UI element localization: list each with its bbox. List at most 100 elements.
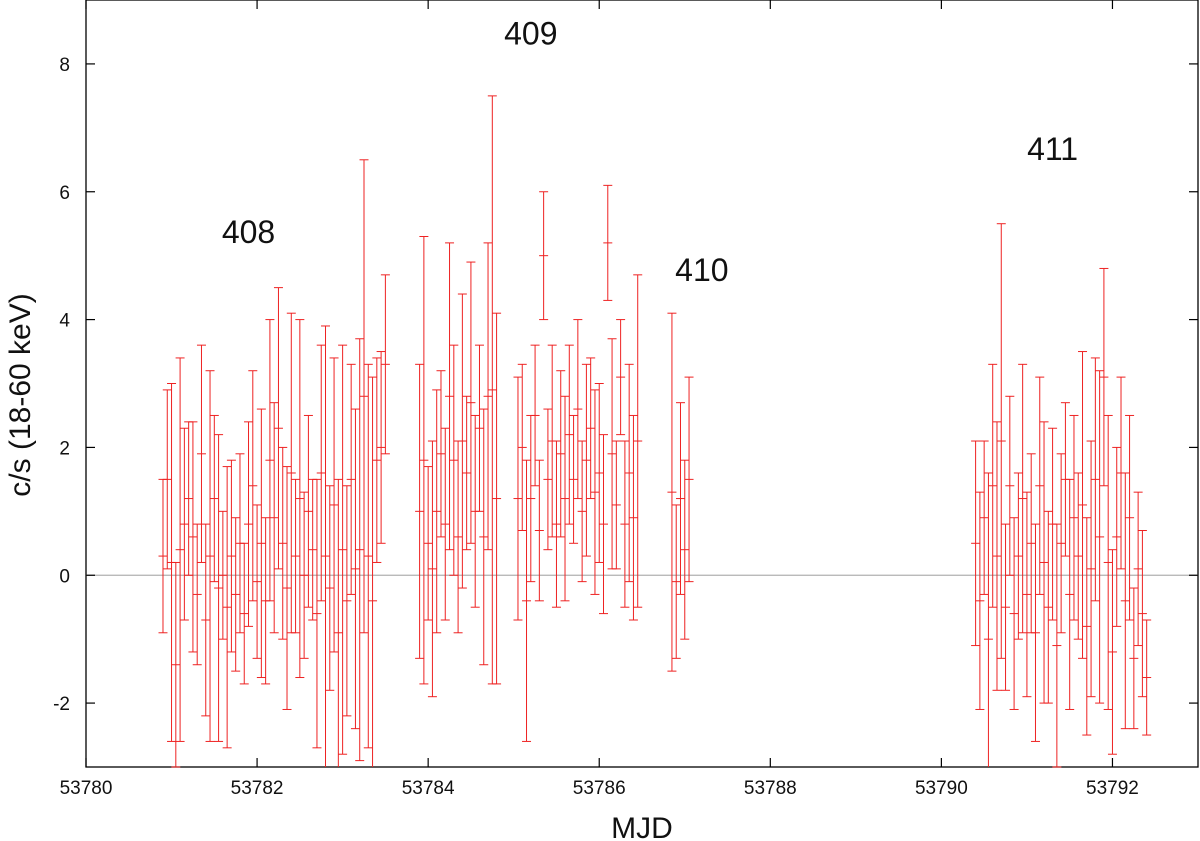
y-tick-label: 4 bbox=[59, 311, 70, 332]
data-point bbox=[295, 319, 305, 679]
data-point bbox=[231, 517, 241, 672]
annotations: 408 409 410 411 bbox=[222, 16, 1078, 288]
data-point bbox=[205, 370, 215, 742]
data-point bbox=[1133, 491, 1143, 647]
data-point bbox=[316, 344, 326, 602]
data-point bbox=[517, 363, 527, 532]
y-tick-label: 8 bbox=[59, 55, 70, 76]
data-point bbox=[453, 440, 463, 634]
data-point bbox=[581, 363, 591, 557]
data-point bbox=[445, 242, 455, 551]
data-point bbox=[286, 312, 296, 634]
data-point bbox=[487, 95, 497, 685]
data-point bbox=[594, 383, 604, 563]
data-point bbox=[624, 363, 634, 583]
data-point bbox=[346, 363, 356, 595]
data-point bbox=[983, 472, 993, 767]
y-tick-label: 0 bbox=[59, 566, 70, 587]
data-point bbox=[1001, 523, 1011, 691]
data-point bbox=[599, 434, 609, 615]
data-point bbox=[1107, 549, 1117, 755]
data-point bbox=[1039, 421, 1049, 704]
data-point bbox=[256, 408, 266, 679]
data-point bbox=[462, 395, 472, 551]
data-point bbox=[363, 363, 373, 749]
data-point bbox=[440, 427, 450, 621]
data-point bbox=[1090, 357, 1100, 602]
data-point bbox=[616, 319, 626, 436]
data-point bbox=[569, 414, 579, 544]
data-point bbox=[590, 389, 600, 595]
data-point bbox=[1129, 587, 1139, 730]
data-point bbox=[483, 242, 493, 551]
data-point bbox=[192, 523, 202, 666]
x-tick-label: 53792 bbox=[1086, 778, 1139, 799]
data-point bbox=[1052, 523, 1062, 768]
data-point bbox=[415, 363, 425, 659]
data-point bbox=[1056, 453, 1066, 634]
data-point bbox=[265, 319, 275, 602]
data-point bbox=[1120, 472, 1130, 730]
data-point bbox=[449, 344, 459, 576]
data-point bbox=[1005, 395, 1015, 576]
data-point bbox=[269, 402, 279, 634]
data-point bbox=[1026, 453, 1036, 634]
data-point bbox=[368, 376, 378, 767]
data-point bbox=[252, 504, 262, 659]
data-point bbox=[1137, 530, 1147, 698]
data-point bbox=[1082, 517, 1092, 736]
data-point bbox=[1073, 472, 1083, 640]
data-point bbox=[684, 376, 694, 583]
y-tick-label: -2 bbox=[53, 694, 70, 715]
data-point bbox=[342, 485, 352, 717]
data-point bbox=[667, 312, 677, 672]
data-point bbox=[680, 459, 690, 640]
data-point bbox=[222, 466, 232, 749]
data-point bbox=[184, 421, 194, 576]
data-point bbox=[586, 357, 596, 500]
data-point bbox=[628, 414, 638, 621]
data-point bbox=[607, 338, 617, 570]
data-point bbox=[427, 440, 437, 698]
data-point bbox=[620, 440, 630, 608]
data-point bbox=[564, 344, 574, 525]
data-point bbox=[1142, 619, 1152, 736]
observation-label: 410 bbox=[675, 252, 728, 288]
data-point bbox=[526, 414, 536, 583]
observation-label: 411 bbox=[1027, 131, 1078, 167]
data-point bbox=[372, 357, 382, 563]
data-point bbox=[1022, 491, 1032, 698]
data-point bbox=[436, 370, 446, 538]
data-point bbox=[338, 344, 348, 755]
data-point bbox=[551, 440, 561, 608]
data-point bbox=[513, 376, 523, 621]
data-point bbox=[380, 274, 390, 455]
data-point bbox=[1095, 370, 1105, 704]
data-point bbox=[996, 223, 1006, 659]
data-point bbox=[611, 440, 621, 570]
data-point bbox=[522, 459, 532, 742]
data-point bbox=[179, 427, 189, 621]
data-point bbox=[675, 402, 685, 595]
data-point bbox=[1078, 351, 1088, 659]
data-point bbox=[162, 389, 172, 570]
data-point bbox=[992, 421, 1002, 691]
x-tick-label: 53788 bbox=[744, 778, 797, 799]
data-point bbox=[1043, 510, 1053, 704]
data-point bbox=[1035, 376, 1045, 595]
data-point bbox=[350, 408, 360, 730]
data-point bbox=[175, 357, 185, 742]
data-point bbox=[419, 235, 429, 685]
data-point bbox=[556, 370, 566, 538]
data-point bbox=[543, 408, 553, 551]
data-point bbox=[312, 478, 322, 749]
data-point bbox=[560, 395, 570, 602]
x-axis-label: MJD bbox=[611, 812, 673, 841]
data-point bbox=[244, 421, 254, 627]
data-point bbox=[303, 414, 313, 608]
data-point bbox=[329, 357, 339, 653]
data-point bbox=[577, 440, 587, 583]
data-point bbox=[457, 293, 467, 589]
data-point bbox=[971, 440, 981, 647]
data-point bbox=[539, 191, 549, 321]
